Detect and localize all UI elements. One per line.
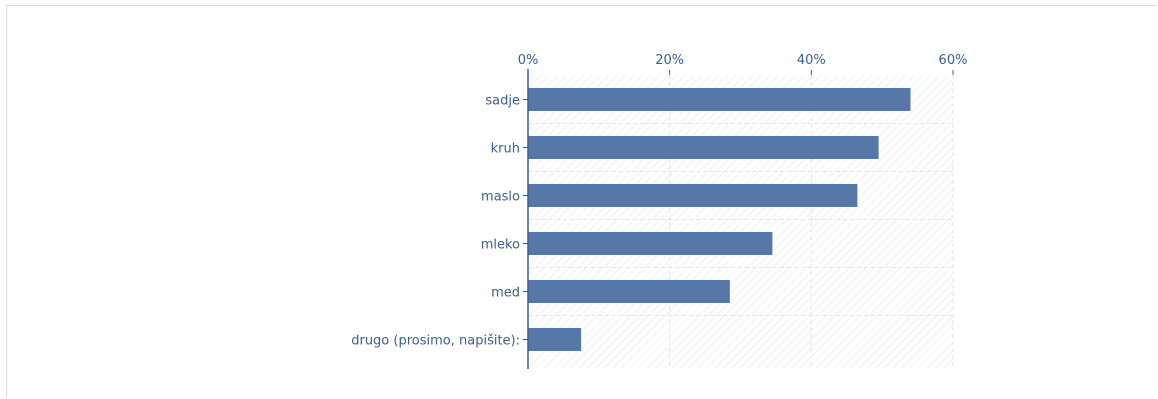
plot-area xyxy=(528,75,953,368)
bar xyxy=(528,136,879,159)
category-label: sadje xyxy=(485,94,520,109)
category-label: med xyxy=(491,286,520,301)
bar xyxy=(528,88,911,111)
x-tick-labels: 0% 20% 40% 60% xyxy=(518,53,968,68)
chart-panel: 0% 20% 40% 60% sadje kruh maslo mleko med drugo … xyxy=(6,5,1157,398)
bar xyxy=(528,184,858,207)
gridlines xyxy=(528,75,954,368)
category-labels: sadje kruh maslo mleko med drugo (prosimo, na… xyxy=(351,94,520,349)
category-label: maslo xyxy=(481,190,520,205)
axes xyxy=(523,69,954,369)
bar xyxy=(528,232,773,255)
bar-chart: 0% 20% 40% 60% sadje kruh maslo mleko med drugo … xyxy=(351,53,968,369)
category-label: mleko xyxy=(481,238,520,253)
category-label: kruh xyxy=(491,142,520,157)
bars xyxy=(528,88,911,351)
bar xyxy=(528,328,582,351)
x-tick-label: 0% xyxy=(518,53,539,68)
x-tick-label: 40% xyxy=(797,53,826,68)
bar xyxy=(528,280,730,303)
category-label: drugo (prosimo, napišite): xyxy=(351,334,520,349)
x-tick-label: 20% xyxy=(655,53,684,68)
x-tick-label: 60% xyxy=(939,53,968,68)
